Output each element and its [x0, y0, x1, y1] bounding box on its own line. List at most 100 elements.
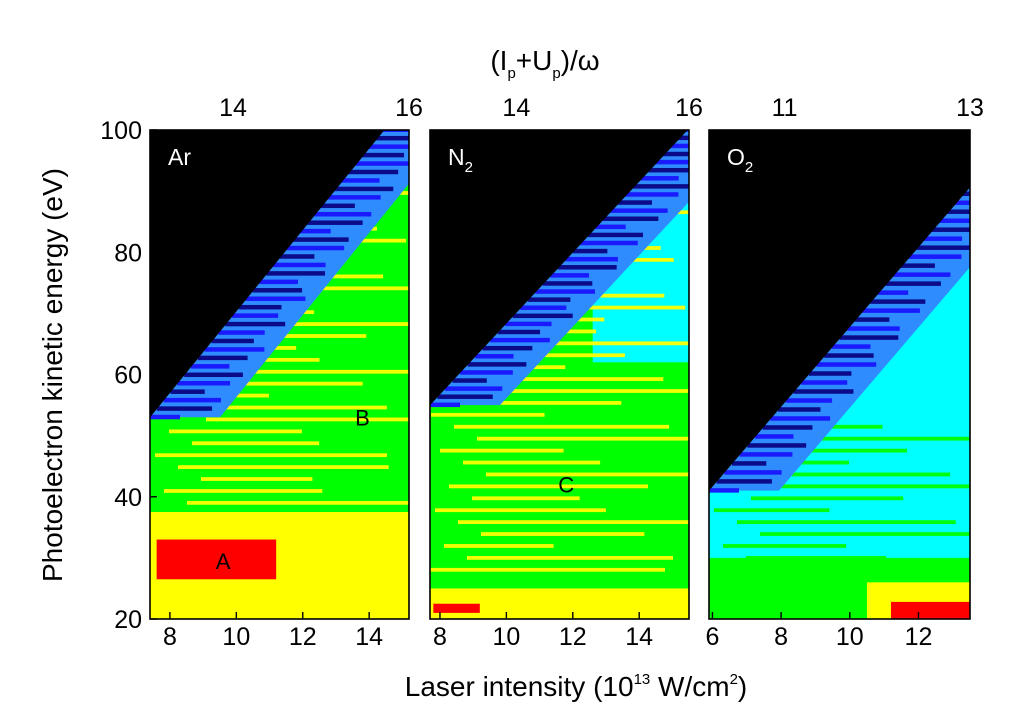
atip-stripe [728, 484, 970, 489]
cutoff-stripe [931, 227, 970, 232]
atip-stripe [435, 508, 606, 513]
cutoff-stripe [678, 135, 689, 141]
x-tick-label: 10 [836, 623, 864, 651]
atip-stripe [440, 448, 564, 453]
atip-stripe [201, 477, 313, 481]
cutoff-stripe [762, 425, 813, 430]
cutoff-stripe [755, 434, 794, 439]
cutoff-stripe [816, 362, 877, 367]
heatmap-body [150, 130, 409, 619]
x-tick-label: 14 [355, 623, 383, 651]
cutoff-stripe [565, 256, 618, 262]
atip-stripe [746, 555, 887, 560]
cutoff-stripe [505, 321, 552, 327]
atip-stripe [187, 500, 409, 505]
top-tick-label: 16 [675, 94, 703, 122]
x-tick-label: 6 [705, 623, 719, 651]
panel-label: O2 [727, 144, 753, 176]
x-tick-label: 8 [774, 623, 788, 651]
cutoff-stripe [580, 240, 638, 246]
atip-stripe [472, 496, 580, 501]
x-tick-label: 10 [222, 623, 250, 651]
top-tick-label: 14 [219, 94, 247, 122]
panel-label: Ar [168, 144, 191, 170]
cutoff-stripe [259, 279, 299, 285]
atip-stripe [723, 544, 847, 548]
panel-label-text: Ar [168, 144, 191, 170]
cutoff-stripe [225, 321, 286, 327]
x-tick-label: 14 [625, 623, 653, 651]
cutoff-stripe [273, 262, 326, 268]
cutoff-stripe [572, 248, 608, 254]
cutoff-stripe [218, 330, 265, 335]
no-signal-region [430, 130, 688, 406]
atip-stripe [449, 484, 649, 489]
cutoff-stripe [839, 335, 899, 340]
cutoff-stripe [361, 152, 405, 158]
atip-stripe [482, 377, 664, 381]
cutoff-stripe [877, 290, 909, 295]
no-signal-region [150, 130, 385, 418]
atip-stripe [445, 389, 689, 393]
heatmap-region-red [156, 539, 277, 580]
cutoff-stripe [602, 216, 659, 221]
panel-n2: 8 10 12 14 14 16 N2 C [429, 94, 703, 651]
cutoff-stripe [460, 370, 513, 375]
atip-stripe [197, 381, 363, 386]
cutoff-stripe [908, 254, 962, 259]
cutoff-stripe [939, 218, 970, 223]
heatmap-body [430, 130, 689, 619]
cutoff-stripe [150, 414, 180, 420]
cutoff-stripe [314, 211, 372, 217]
cutoff-stripe [156, 406, 213, 411]
annotation-a: A [216, 549, 231, 574]
cutoff-stripe [527, 297, 571, 302]
cutoff-stripe [640, 176, 679, 181]
atip-stripe [206, 417, 409, 422]
cutoff-stripe [437, 394, 493, 399]
cutoff-stripe [663, 151, 689, 157]
panel-label-subscript: 2 [745, 159, 753, 176]
cutoff-stripe [520, 305, 567, 310]
cutoff-stripe [542, 281, 593, 286]
atip-stripe [481, 532, 645, 536]
cutoff-stripe [482, 345, 533, 351]
no-signal-region [709, 130, 970, 491]
atip-stripe [178, 465, 389, 470]
cutoff-stripe [587, 232, 644, 238]
cutoff-stripe [617, 200, 652, 205]
atip-stripe [473, 341, 689, 346]
atip-stripe [183, 405, 387, 410]
cutoff-stripe [238, 304, 282, 310]
cutoff-stripe [801, 380, 848, 385]
atip-stripe [155, 453, 387, 458]
cutoff-stripe [709, 488, 739, 493]
panel-frame [708, 129, 971, 620]
atip-stripe [756, 436, 970, 441]
top-tick-label: 13 [956, 94, 984, 122]
cutoff-stripe [320, 203, 355, 209]
panel-o2: 6 8 10 12 11 13 O2 [705, 94, 984, 651]
cutoff-stripe [633, 184, 689, 189]
top-axis-title: (Ip+Up)/ω [490, 45, 599, 82]
atip-stripe [454, 424, 670, 429]
x-tick-label: 12 [559, 623, 587, 651]
atip-stripe [765, 472, 951, 477]
cutoff-stripe [245, 296, 306, 301]
y-axis-title: Photoelectron kinetic energy (eV) [37, 168, 68, 582]
atip-stripe [467, 555, 674, 560]
cutoff-stripe [557, 265, 617, 270]
panel-frame [429, 129, 690, 620]
atip-stripe [458, 520, 689, 525]
cutoff-stripe [685, 130, 689, 132]
cutoff-stripe [962, 191, 970, 197]
cutoff-stripe [382, 130, 409, 132]
cutoff-stripe [375, 135, 409, 141]
y-tick-label: 60 [114, 362, 142, 390]
cutoff-stripe [550, 273, 589, 278]
cutoff-stripe [824, 353, 874, 358]
annotation-c: C [558, 473, 574, 498]
cutoff-stripe [445, 386, 503, 391]
atip-stripe [477, 436, 689, 441]
cutoff-stripe [724, 470, 782, 475]
